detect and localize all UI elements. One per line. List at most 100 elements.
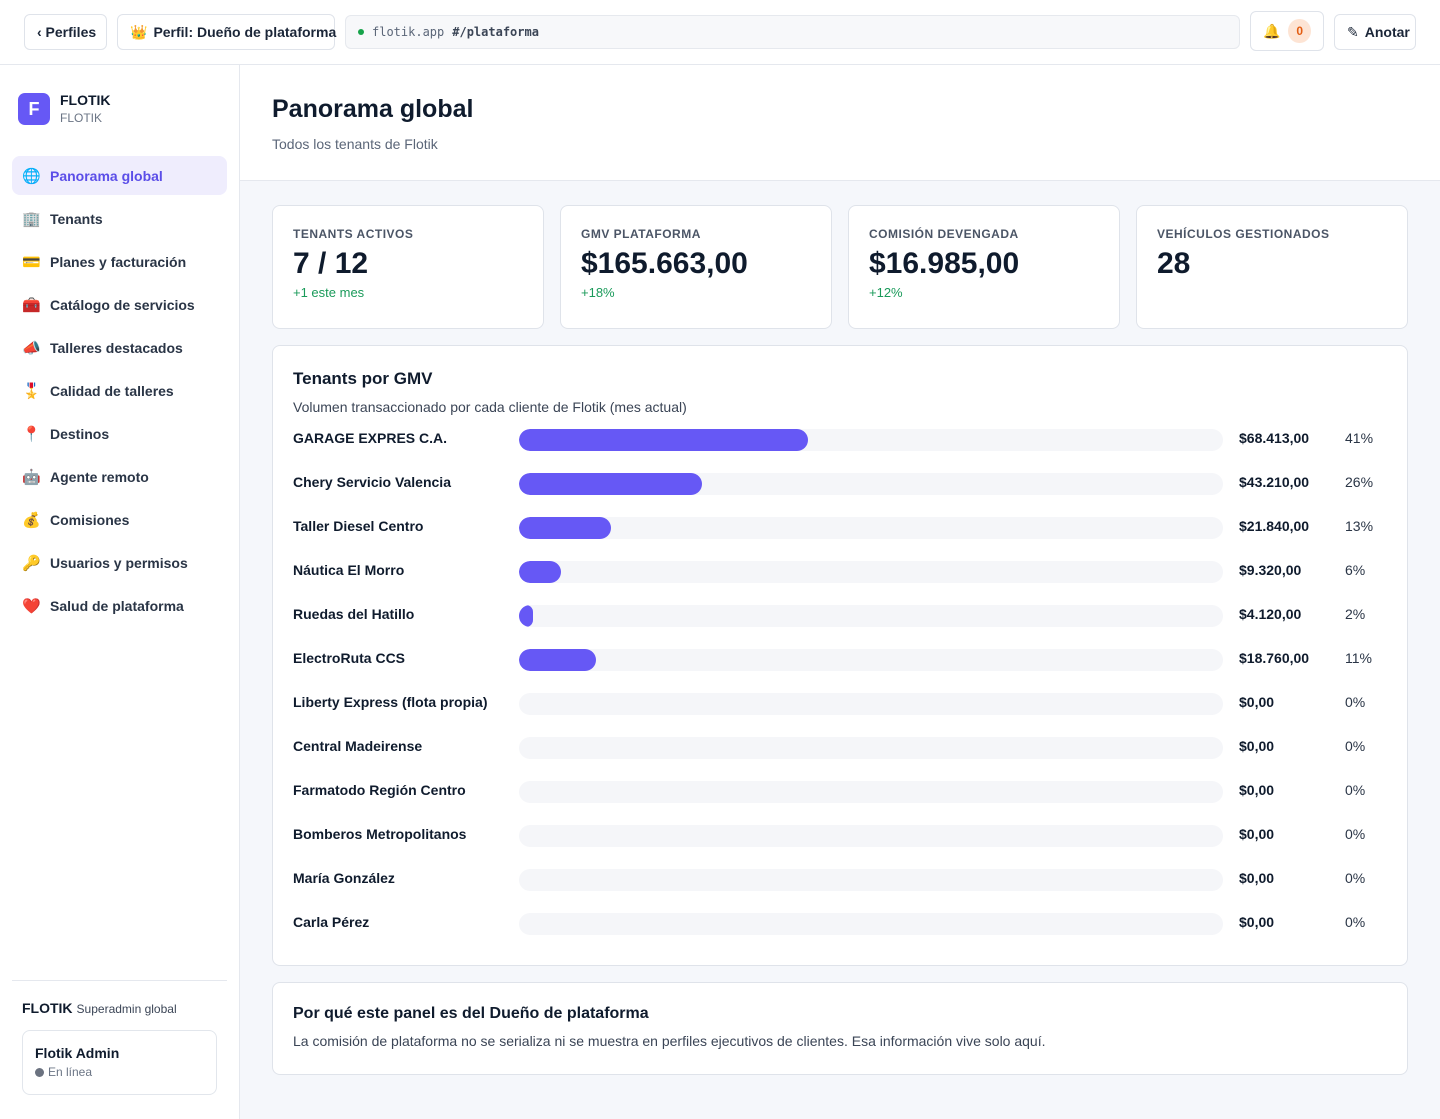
gmv-bar-track: [519, 517, 1223, 539]
bell-icon: 🔔: [1263, 22, 1281, 39]
sidebar-item-salud-de-plataforma[interactable]: ❤️ Salud de plataforma: [12, 586, 227, 625]
gmv-bar: [519, 517, 611, 539]
url-path: #/plataforma: [452, 25, 539, 39]
sidebar-item-label: Panorama global: [50, 167, 163, 184]
page-title: Panorama global: [272, 95, 474, 123]
talleres-destacados-icon: 📣: [22, 339, 41, 357]
profile-selector-button[interactable]: 👑 Perfil: Dueño de plataforma: [117, 14, 337, 50]
sidebar-item-calidad-de-talleres[interactable]: 🎖️ Calidad de talleres: [12, 371, 227, 410]
gmv-bar-track: [519, 781, 1223, 803]
kpi-value: $165.663,00: [581, 247, 748, 280]
gmv-percent: 26%: [1345, 474, 1374, 490]
sidebar-item-label: Planes y facturación: [50, 253, 187, 270]
kpi-label: TENANTS ACTIVOS: [293, 227, 414, 241]
sidebar-item-label: Tenants: [50, 210, 103, 227]
sidebar-item-talleres-destacados[interactable]: 📣 Talleres destacados: [12, 328, 227, 367]
tenant-name: GARAGE EXPRES C.A.: [293, 430, 448, 446]
gmv-title: Tenants por GMV: [293, 369, 433, 388]
footer-brand: FLOTIK: [22, 1000, 73, 1016]
salud-de-plataforma-icon: ❤️: [22, 597, 41, 615]
gmv-bar-track: [519, 825, 1223, 847]
info-text: La comisión de plataforma no se serializ…: [293, 1033, 1046, 1049]
gmv-percent: 0%: [1345, 826, 1366, 842]
tenant-name: Chery Servicio Valencia: [293, 474, 451, 490]
sidebar-item-agente-remoto[interactable]: 🤖 Agente remoto: [12, 457, 227, 496]
pencil-icon: ✎: [1347, 23, 1359, 40]
gmv-percent: 0%: [1345, 914, 1366, 930]
user-name: Flotik Admin: [35, 1045, 120, 1061]
user-status-label: En línea: [48, 1065, 93, 1079]
info-card: Por qué este panel es del Dueño de plata…: [272, 982, 1408, 1075]
gmv-bar-track: [519, 737, 1223, 759]
back-to-profiles-button[interactable]: ‹ Perfiles: [24, 14, 107, 50]
gmv-bar-track: [519, 913, 1223, 935]
kpi-value: 28: [1157, 247, 1191, 280]
sidebar-item-planes-y-facturacion[interactable]: 💳 Planes y facturación: [12, 242, 227, 281]
sidebar-item-tenants[interactable]: 🏢 Tenants: [12, 199, 227, 238]
sidebar-item-label: Agente remoto: [50, 468, 149, 485]
kpi-card-tenants: TENANTS ACTIVOS 7 / 12 +1 este mes: [272, 205, 544, 329]
gmv-row[interactable]: GARAGE EXPRES C.A. $68.413,00 41%: [293, 418, 1393, 462]
info-title: Por qué este panel es del Dueño de plata…: [293, 1005, 649, 1022]
gmv-row[interactable]: Náutica El Morro $9.320,00 6%: [293, 550, 1393, 594]
gmv-bar-track: [519, 693, 1223, 715]
gmv-percent: 11%: [1345, 650, 1372, 666]
gmv-amount: $4.120,00: [1239, 606, 1302, 622]
sidebar-item-label: Salud de plataforma: [50, 597, 184, 614]
gmv-row[interactable]: Farmatodo Región Centro $0,00 0%: [293, 770, 1393, 814]
page-subtitle: Todos los tenants de Flotik: [272, 136, 438, 152]
sidebar: F FLOTIK FLOTIK 🌐 Panorama global 🏢 Tenants…: [0, 65, 240, 1119]
brand-logo: F: [18, 93, 50, 125]
tenant-name: Carla Pérez: [293, 914, 370, 930]
sidebar-item-label: Usuarios y permisos: [50, 554, 188, 571]
kpi-card-vehicles: VEHÍCULOS GESTIONADOS 28: [1136, 205, 1408, 329]
gmv-rows: GARAGE EXPRES C.A. $68.413,00 41% Chery Ser…: [293, 418, 1393, 946]
gmv-row[interactable]: Chery Servicio Valencia $43.210,00 26%: [293, 462, 1393, 506]
gmv-row[interactable]: Bomberos Metropolitanos $0,00 0%: [293, 814, 1393, 858]
url-bar[interactable]: flotik.app #/plataforma: [345, 15, 1240, 49]
sidebar-item-usuarios-y-permisos[interactable]: 🔑 Usuarios y permisos: [12, 543, 227, 582]
gmv-row[interactable]: Central Madeirense $0,00 0%: [293, 726, 1393, 770]
crown-icon: 👑: [130, 23, 148, 40]
notifications-button[interactable]: 🔔 0: [1250, 11, 1324, 51]
gmv-amount: $0,00: [1239, 914, 1275, 930]
gmv-amount: $9.320,00: [1239, 562, 1302, 578]
url-host: flotik.app: [372, 25, 445, 39]
profile-label: Perfil: Dueño de plataforma: [153, 24, 337, 40]
top-bar: ‹ Perfiles 👑 Perfil: Dueño de plataforma…: [0, 0, 1440, 65]
back-label: ‹ Perfiles: [37, 24, 97, 40]
sidebar-item-label: Catálogo de servicios: [50, 296, 195, 313]
kpi-delta: +1 este mes: [293, 285, 365, 300]
gmv-row[interactable]: Carla Pérez $0,00 0%: [293, 902, 1393, 946]
usuarios-y-permisos-icon: 🔑: [22, 554, 41, 572]
gmv-row[interactable]: Taller Diesel Centro $21.840,00 13%: [293, 506, 1393, 550]
gmv-percent: 0%: [1345, 738, 1366, 754]
gmv-amount: $18.760,00: [1239, 650, 1310, 666]
gmv-bar-track: [519, 473, 1223, 495]
catalogo-de-servicios-icon: 🧰: [22, 296, 41, 314]
sidebar-item-label: Calidad de talleres: [50, 382, 174, 399]
gmv-row[interactable]: María González $0,00 0%: [293, 858, 1393, 902]
brand-name: FLOTIK: [60, 92, 111, 108]
gmv-percent: 41%: [1345, 430, 1374, 446]
gmv-subtitle: Volumen transaccionado por cada cliente …: [293, 399, 687, 415]
tenant-name: Central Madeirense: [293, 738, 423, 754]
agente-remoto-icon: 🤖: [22, 468, 41, 486]
sidebar-item-label: Talleres destacados: [50, 339, 183, 356]
kpi-label: COMISIÓN DEVENGADA: [869, 227, 1019, 241]
gmv-bar-track: [519, 869, 1223, 891]
gmv-amount: $68.413,00: [1239, 430, 1310, 446]
user-card[interactable]: Flotik Admin En línea: [22, 1030, 217, 1095]
panorama-global-icon: 🌐: [22, 167, 41, 185]
gmv-row[interactable]: Liberty Express (flota propia) $0,00 0%: [293, 682, 1393, 726]
annotate-button[interactable]: ✎ Anotar: [1334, 14, 1416, 50]
sidebar-item-panorama-global[interactable]: 🌐 Panorama global: [12, 156, 227, 195]
sidebar-item-destinos[interactable]: 📍 Destinos: [12, 414, 227, 453]
gmv-percent: 2%: [1345, 606, 1366, 622]
tenant-name: Liberty Express (flota propia): [293, 694, 488, 710]
sidebar-item-comisiones[interactable]: 💰 Comisiones: [12, 500, 227, 539]
gmv-bar-track: [519, 429, 1223, 451]
gmv-row[interactable]: Ruedas del Hatillo $4.120,00 2%: [293, 594, 1393, 638]
sidebar-item-catalogo-de-servicios[interactable]: 🧰 Catálogo de servicios: [12, 285, 227, 324]
gmv-row[interactable]: ElectroRuta CCS $18.760,00 11%: [293, 638, 1393, 682]
